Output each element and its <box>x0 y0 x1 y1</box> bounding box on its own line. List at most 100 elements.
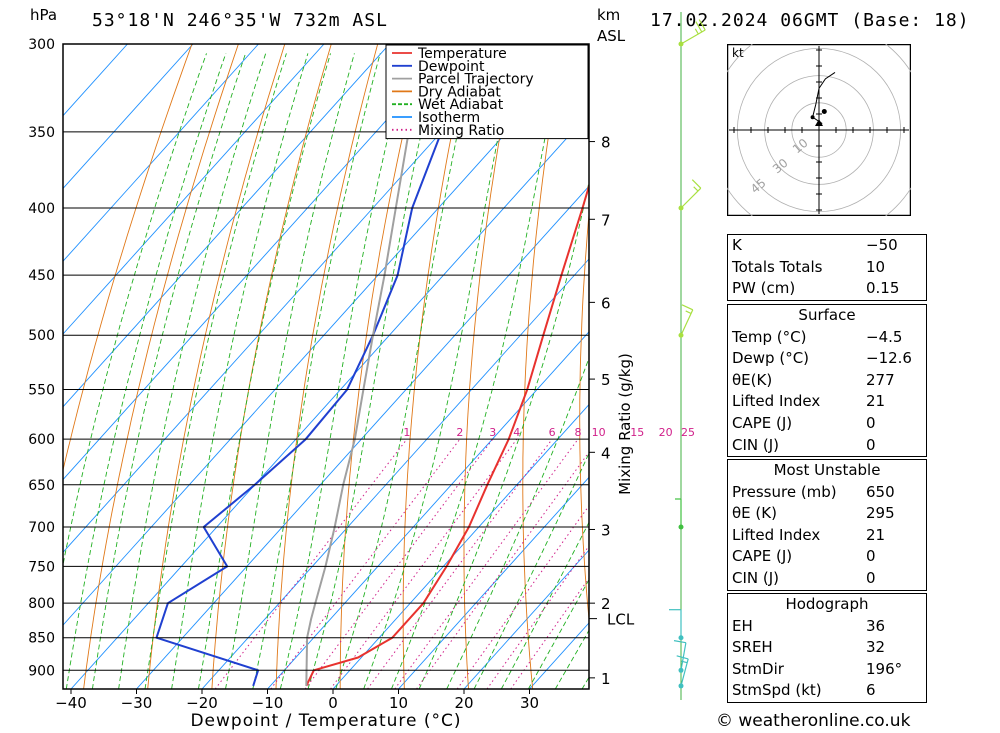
surface-value: 277 <box>866 370 895 389</box>
wet-adiabat-line <box>473 452 589 689</box>
pressure-tick-label: 450 <box>28 268 55 284</box>
mixing-ratio-line <box>330 438 518 689</box>
most-unstable-label: Lifted Index <box>732 525 821 544</box>
wet-adiabat-line <box>252 53 381 689</box>
km-tick-label: 7 <box>601 211 611 229</box>
isotherm-line <box>63 44 587 626</box>
dry-adiabat-line <box>981 44 1000 689</box>
wet-adiabat-line <box>91 53 247 689</box>
wet-adiabat-line <box>225 53 355 689</box>
legend-label: Parcel Trajectory <box>418 72 534 88</box>
surface-label: Dewp (°C) <box>732 349 810 368</box>
basic-index-value: 0.15 <box>866 279 900 298</box>
wind-barb-staff <box>680 29 706 45</box>
mixing-ratio-label: 8 <box>575 426 582 439</box>
wet-adiabat-line <box>335 53 476 689</box>
surface-value: −4.5 <box>866 327 903 346</box>
km-tick-label: 8 <box>601 134 611 152</box>
isotherm-line <box>267 331 589 689</box>
mixing-ratio-line <box>486 545 589 689</box>
surface-label: CIN (J) <box>732 435 780 454</box>
hodograph-unit-label: kt <box>732 46 744 60</box>
wind-barb-feather <box>676 655 689 660</box>
km-unit-label: km <box>597 6 621 24</box>
mixing-ratio-line <box>270 438 461 689</box>
surface-row: θE(K) 277 <box>728 370 926 392</box>
hodograph-title: Hodograph <box>785 595 869 613</box>
wind-barb-feather <box>693 186 699 192</box>
surface-value: −12.6 <box>866 349 912 368</box>
temperature-tick-label: 10 <box>389 694 408 712</box>
location-title: 53°18'N 246°35'W 732m ASL <box>92 10 388 31</box>
dry-adiabat-line <box>211 44 332 689</box>
x-axis-title: Dewpoint / Temperature (°C) <box>190 711 461 731</box>
surface-row: CIN (J) 0 <box>728 435 926 457</box>
dry-adiabat-line <box>147 44 286 689</box>
temperature-tick-label: 30 <box>520 694 539 712</box>
isotherm-line <box>63 44 259 262</box>
wind-barb-feather <box>695 21 703 33</box>
dewpoint-line <box>155 44 443 687</box>
pressure-tick-label: 300 <box>28 37 55 53</box>
mixing-ratio-line <box>367 438 553 689</box>
parcel-trajectory-line <box>305 44 424 686</box>
basic-index-label: Totals Totals <box>732 257 823 276</box>
wind-barb-staff <box>680 642 687 671</box>
legend-label: Wet Adiabat <box>418 97 504 113</box>
mixing-ratio-label: 10 <box>592 426 606 439</box>
surface-value: 0 <box>866 435 876 454</box>
copyright-text: © weatheronline.co.uk <box>716 711 911 731</box>
pressure-tick-label: 650 <box>28 478 55 494</box>
mixing-ratio-label: 1 <box>403 426 410 439</box>
mixing-ratio-label: 6 <box>549 426 556 439</box>
wet-adiabat-line <box>446 356 589 689</box>
mixing-ratio-line <box>214 438 408 689</box>
surface-row: Lifted Index 21 <box>728 391 926 413</box>
mixing-ratio-line <box>510 577 589 689</box>
surface-label: Lifted Index <box>732 392 821 411</box>
pressure-tick-label: 850 <box>28 631 55 647</box>
isotherm-line <box>63 44 456 481</box>
wet-adiabat-line <box>500 521 589 689</box>
wind-barb-feather <box>681 660 688 664</box>
km-tick-label: 2 <box>601 595 611 613</box>
surface-title: Surface <box>798 306 856 324</box>
temperature-tick-label: −20 <box>186 694 218 712</box>
surface-value: 0 <box>866 413 876 432</box>
surface-label: Temp (°C) <box>732 327 807 346</box>
km-tick-label: 6 <box>601 294 611 312</box>
pressure-tick-label: 550 <box>28 383 55 399</box>
isotherm-line <box>63 44 521 554</box>
basic-indices-table: K −50 Totals Totals 10 PW (cm) 0.15 <box>727 234 927 301</box>
hodograph-stat-row: StmSpd (kt) 6 <box>728 680 926 702</box>
most-unstable-row: CAPE (J) 0 <box>728 546 926 568</box>
hodograph-stat-value: 32 <box>866 638 886 657</box>
temperature-tick-label: 20 <box>454 694 473 712</box>
hodograph-stat-row: EH 36 <box>728 616 926 638</box>
most-unstable-row: θE (K) 295 <box>728 503 926 525</box>
most-unstable-table: Most Unstable Pressure (mb) 650 θE (K) 295 L… <box>727 459 927 591</box>
wet-adiabat-line <box>144 53 287 689</box>
mixing-ratio-label: 2 <box>456 426 463 439</box>
wet-adiabat-line <box>197 53 331 689</box>
lcl-label: LCL <box>607 611 635 629</box>
legend-label: Temperature <box>417 46 507 62</box>
wet-adiabat-line <box>118 53 267 689</box>
wind-barb-feather <box>698 19 706 31</box>
dry-adiabat-line <box>63 44 193 472</box>
hodograph-stat-label: StmDir <box>732 659 784 678</box>
dry-adiabat-line <box>83 44 239 689</box>
temperature-tick-label: −40 <box>55 694 87 712</box>
basic-index-row: Totals Totals 10 <box>728 257 926 279</box>
most-unstable-label: CIN (J) <box>732 568 780 587</box>
most-unstable-label: Pressure (mb) <box>732 482 837 501</box>
wet-adiabat-line <box>390 53 562 689</box>
wind-barb-feather <box>691 179 702 189</box>
isotherm-line <box>70 112 589 689</box>
pressure-tick-label: 600 <box>28 432 55 448</box>
hodograph-stat-value: 196° <box>866 659 903 678</box>
dry-adiabat-line <box>635 44 661 689</box>
pressure-tick-label: 700 <box>28 520 55 536</box>
